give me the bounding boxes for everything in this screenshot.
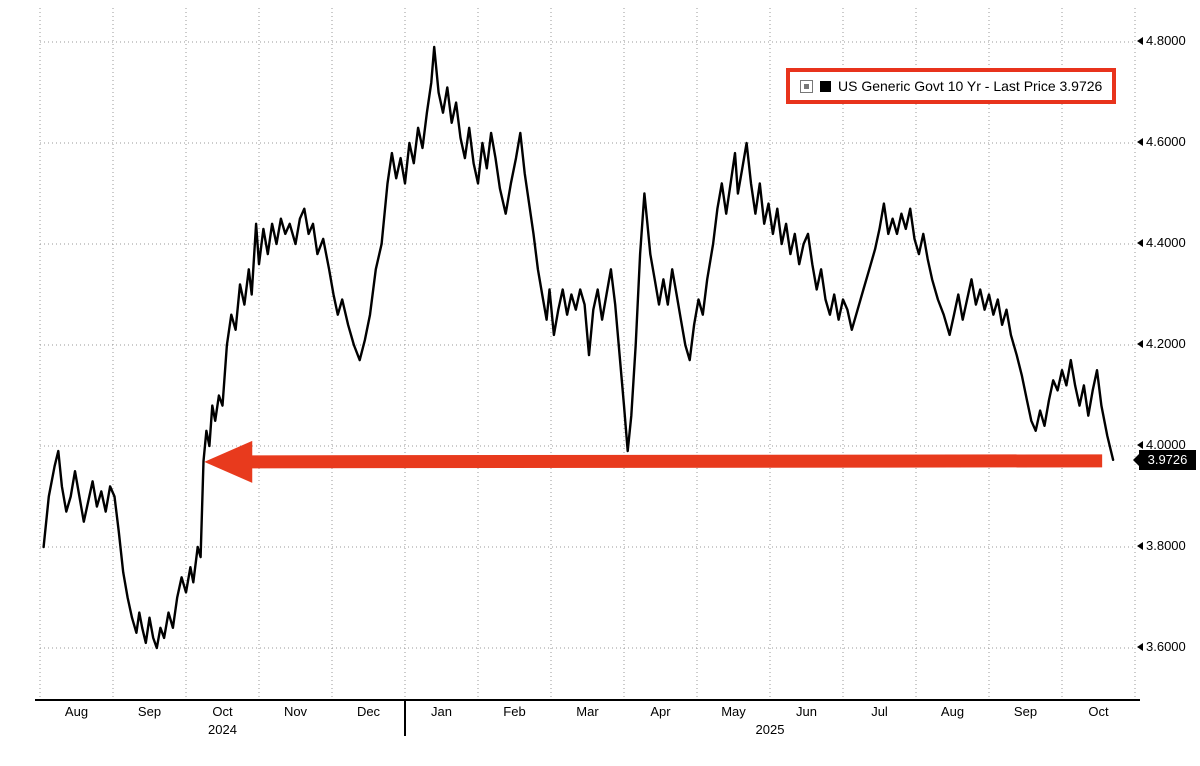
x-axis-month-label: May [721, 704, 746, 719]
last-price-badge: 3.9726 [1133, 449, 1196, 470]
tick-marker-icon [1137, 440, 1143, 449]
legend[interactable]: US Generic Govt 10 Yr - Last Price 3.972… [786, 68, 1117, 104]
x-axis-month-label: Jan [431, 704, 452, 719]
tick-marker-icon [1137, 137, 1143, 146]
y-tick-value: 4.2000 [1146, 336, 1186, 351]
y-tick-value: 3.6000 [1146, 639, 1186, 654]
tick-marker-icon [1137, 36, 1143, 45]
y-axis-tick-label: 4.8000 [1137, 33, 1186, 48]
y-tick-value: 4.8000 [1146, 33, 1186, 48]
legend-expand-box-icon[interactable] [800, 79, 813, 93]
y-axis-tick-label: 4.2000 [1137, 336, 1186, 351]
y-tick-value: 3.8000 [1146, 538, 1186, 553]
legend-series-swatch-icon [820, 80, 831, 92]
legend-series-label: US Generic Govt 10 Yr - Last Price 3.972… [838, 78, 1103, 94]
x-axis-month-label: Oct [212, 704, 233, 719]
x-axis-month-label: Apr [650, 704, 671, 719]
x-axis-month-label: Jun [796, 704, 817, 719]
x-axis-year-label: 2024 [208, 722, 237, 737]
trend-arrow-head-icon [204, 440, 253, 483]
x-axis-month-label: Aug [64, 704, 89, 719]
y-tick-value: 4.0000 [1146, 437, 1186, 452]
x-axis-year-label: 2025 [755, 722, 785, 737]
trend-arrow-shaft [250, 454, 1103, 469]
x-axis-month-label: Nov [283, 704, 308, 719]
x-axis-month-label: Feb [503, 704, 526, 719]
tick-marker-icon [1137, 238, 1143, 247]
y-axis-tick-label: 4.0000 [1137, 437, 1186, 452]
tick-marker-icon [1137, 642, 1143, 651]
x-axis-month-label: Sep [137, 704, 162, 719]
price-line [42, 45, 1115, 650]
y-axis-tick-label: 4.6000 [1137, 134, 1186, 149]
y-axis-tick-label: 3.8000 [1137, 538, 1186, 553]
y-axis-tick-label: 4.4000 [1137, 235, 1186, 250]
x-axis-month-label: Dec [356, 704, 381, 719]
y-tick-value: 4.4000 [1146, 235, 1186, 250]
x-axis-month-label: Jul [871, 704, 888, 719]
tick-marker-icon [1137, 541, 1143, 550]
x-axis-month-label: Aug [940, 704, 965, 719]
gridlines [39, 8, 1136, 700]
y-tick-value: 4.6000 [1146, 134, 1186, 149]
x-axis-month-label: Sep [1013, 704, 1038, 719]
x-axis-month-label: Oct [1088, 704, 1109, 719]
tick-marker-icon [1137, 339, 1143, 348]
x-axis-month-label: Mar [576, 704, 599, 719]
y-axis-tick-label: 3.6000 [1137, 639, 1186, 654]
